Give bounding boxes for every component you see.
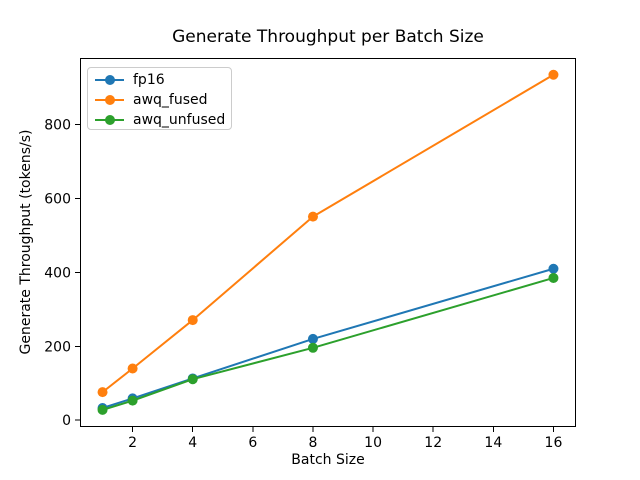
data-point (307, 211, 318, 222)
data-point (548, 272, 559, 283)
x-tick-label: 4 (188, 435, 197, 451)
data-point (307, 333, 318, 344)
legend-label: fp16 (133, 72, 165, 88)
x-tick-label: 10 (364, 435, 382, 451)
series-awq_unfused (97, 272, 559, 415)
y-tick-label: 800 (44, 118, 71, 134)
legend-swatch (95, 75, 124, 85)
axes-frame (80, 58, 576, 427)
data-point (127, 395, 138, 406)
x-tick-label: 12 (424, 435, 442, 451)
x-axis: 2 4 6 8 10 12 14 16 (128, 427, 562, 451)
legend-label: awq_unfused (133, 112, 226, 128)
data-point (97, 387, 108, 398)
series-fp16 (97, 263, 559, 414)
y-tick-label: 200 (44, 339, 71, 355)
x-tick-label: 14 (484, 435, 502, 451)
series-line (101, 276, 555, 411)
data-point (97, 404, 108, 415)
legend: fp16 awq_fused awq_unfused (87, 67, 232, 130)
x-axis-label: Batch Size (291, 452, 365, 468)
x-tick-label: 16 (545, 435, 563, 451)
y-tick-label: 0 (62, 413, 71, 429)
legend-item-awq_fused: awq_fused (95, 90, 225, 110)
legend-item-fp16: fp16 (95, 70, 225, 90)
x-tick-label: 2 (128, 435, 137, 451)
x-tick-label: 6 (248, 435, 257, 451)
y-axis: 0 200 400 600 800 (44, 118, 80, 429)
legend-swatch (95, 95, 124, 105)
x-tick-label: 8 (309, 435, 318, 451)
legend-item-awq_unfused: awq_unfused (95, 110, 225, 130)
data-point (187, 315, 198, 326)
chart-title: Generate Throughput per Batch Size (172, 27, 484, 47)
y-tick-label: 600 (44, 192, 71, 208)
data-point (187, 374, 198, 385)
legend-swatch (95, 115, 124, 125)
data-point (548, 69, 559, 80)
data-point (127, 363, 138, 374)
series-awq_fused (97, 69, 559, 398)
y-tick-label: 400 (44, 265, 71, 281)
data-point (307, 342, 318, 353)
legend-label: awq_fused (133, 92, 208, 108)
data-point (548, 263, 559, 274)
